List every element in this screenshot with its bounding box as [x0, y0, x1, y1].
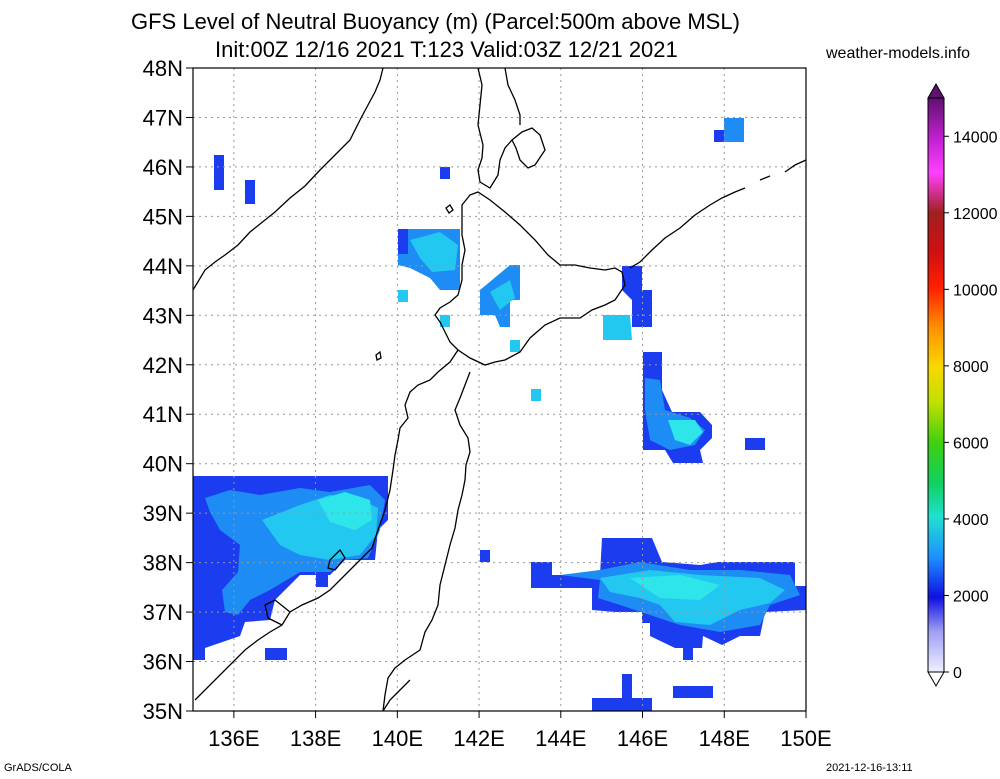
colorbar: 0 2000 4000 6000 8000 10000 12000 14000 — [927, 82, 998, 688]
colorbar-label: 14000 — [953, 129, 998, 146]
colorbar-top-arrow — [927, 82, 945, 99]
lat-label: 43N — [143, 303, 183, 328]
coastline-honshu-east — [382, 371, 471, 711]
field-patch — [440, 167, 450, 179]
colorbar-label: 6000 — [953, 435, 989, 452]
render-timestamp: 2021-12-16-13:11 — [826, 762, 913, 774]
coastline-island — [375, 350, 382, 361]
coastline-noto — [264, 599, 291, 626]
coastline-hokkaido — [434, 191, 626, 366]
coastline-oshima — [429, 349, 459, 381]
field-region-pacific-north — [643, 118, 765, 463]
latitude-labels: 35N 36N 37N 38N 39N 40N 41N 42N 43N 44N 45N 46N 47N 4… — [143, 56, 193, 724]
lon-label: 142E — [453, 726, 504, 751]
coastline-sado — [327, 548, 346, 571]
colorbar-label: 10000 — [953, 282, 998, 299]
lat-label: 47N — [143, 105, 183, 130]
coastline-island — [445, 204, 454, 214]
lat-label: 36N — [143, 650, 183, 675]
field-region-west — [193, 476, 388, 660]
colorbar-label: 2000 — [953, 588, 989, 605]
lon-label: 150E — [780, 726, 831, 751]
field-region-hokkaido-central — [480, 265, 541, 401]
colorbar-scale — [927, 97, 945, 673]
lat-label: 48N — [143, 56, 183, 81]
coastline-mainland — [193, 68, 384, 291]
lon-label: 148E — [699, 726, 750, 751]
colorbar-label: 12000 — [953, 206, 998, 223]
lat-label: 45N — [143, 204, 183, 229]
site-label: weather-models.info — [826, 45, 971, 62]
colorbar-label: 0 — [953, 665, 962, 682]
field-region-bottom — [592, 674, 713, 711]
field-region-kuril — [603, 266, 652, 340]
coastline-honshu-west — [194, 379, 431, 701]
lat-label: 40N — [143, 452, 183, 477]
coastline — [193, 68, 806, 711]
lon-label: 138E — [290, 726, 341, 751]
longitude-labels: 136E 138E 140E 142E 144E 146E 148E 150E — [208, 711, 832, 751]
lat-label: 44N — [143, 254, 183, 279]
lat-label: 39N — [143, 501, 183, 526]
lat-label: 37N — [143, 600, 183, 625]
lat-label: 41N — [143, 402, 183, 427]
field-patch — [214, 155, 224, 190]
field-patch — [245, 180, 255, 204]
coastline-kanto — [382, 679, 411, 711]
lat-label: 35N — [143, 699, 183, 724]
field-region-hokkaido-west — [398, 229, 460, 327]
lat-label: 38N — [143, 551, 183, 576]
lon-label: 136E — [208, 726, 259, 751]
lon-label: 140E — [372, 726, 423, 751]
lat-label: 46N — [143, 155, 183, 180]
software-credit: GrADS/COLA — [4, 762, 72, 774]
colorbar-label: 4000 — [953, 512, 989, 529]
lat-label: 42N — [143, 353, 183, 378]
map-frame — [192, 67, 807, 712]
lon-label: 144E — [535, 726, 586, 751]
colorbar-bottom-arrow — [927, 671, 945, 688]
buoyancy-field — [193, 118, 806, 711]
coastline-kurils — [629, 159, 806, 269]
colorbar-label: 8000 — [953, 359, 989, 376]
coastline-sakhalin — [477, 68, 546, 189]
field-region-pacific-south — [480, 538, 806, 660]
lon-label: 146E — [617, 726, 668, 751]
